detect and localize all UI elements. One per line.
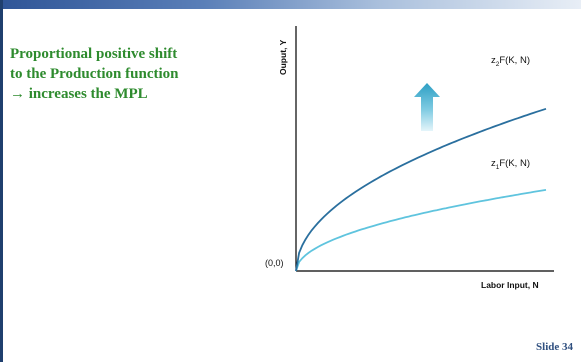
series-label-z1: z1F(K, N) bbox=[491, 158, 530, 171]
slide-header-bar bbox=[0, 0, 581, 9]
slide-number: Slide 34 bbox=[536, 341, 573, 353]
series-label-z2: z2F(K, N) bbox=[491, 55, 530, 68]
series-line-z1 bbox=[295, 189, 547, 272]
shift-arrow-icon bbox=[414, 83, 440, 131]
slide-left-border bbox=[0, 0, 3, 362]
series-line-z2 bbox=[295, 107, 547, 272]
caption-line-1: Proportional positive shift bbox=[10, 46, 178, 62]
caption-line-2: to the Production function bbox=[10, 66, 179, 82]
caption-line-3: → increases the MPL bbox=[10, 86, 148, 102]
origin-label: (0,0) bbox=[265, 258, 284, 268]
slide-caption: Proportional positive shift to the Produ… bbox=[10, 44, 240, 104]
y-axis-label: Ouput, Y bbox=[278, 39, 288, 75]
x-axis-label: Labor Input, N bbox=[481, 280, 539, 290]
